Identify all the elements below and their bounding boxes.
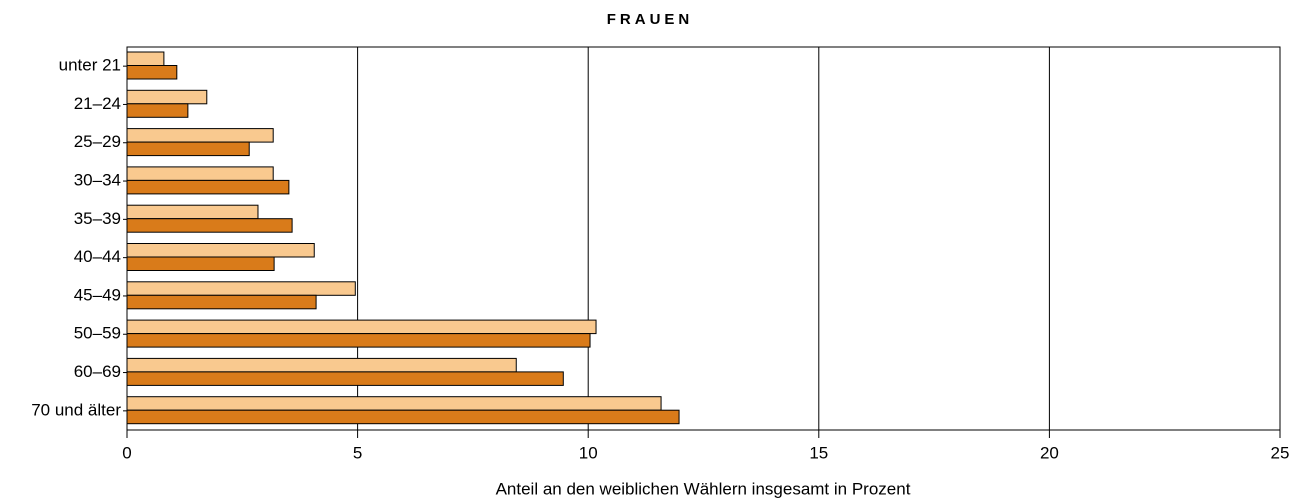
- x-tick-label: 15: [809, 443, 828, 462]
- x-tick-label: 25: [1271, 443, 1290, 462]
- bar: [126, 218, 293, 233]
- y-tick-label: unter 21: [59, 56, 121, 75]
- chart-title: FRAUEN: [607, 11, 694, 28]
- x-tick-label: 5: [353, 443, 362, 462]
- bar: [126, 243, 315, 258]
- y-tick-label: 45–49: [74, 285, 121, 304]
- bar: [126, 294, 317, 310]
- x-tick-label: 20: [1040, 443, 1059, 462]
- y-tick-label: 40–44: [74, 247, 121, 266]
- bar: [126, 396, 662, 411]
- plot-frame: [126, 46, 1281, 431]
- y-tick-label: 30–34: [74, 171, 121, 190]
- bar: [126, 103, 189, 118]
- bar: [126, 179, 290, 195]
- bar: [126, 51, 165, 66]
- bar: [126, 333, 591, 348]
- bar: [126, 319, 597, 335]
- bar: [126, 409, 680, 425]
- x-tick-label: 0: [122, 443, 131, 462]
- y-tick-label: 21–24: [74, 94, 121, 113]
- y-tick-label: 70 und älter: [31, 400, 121, 419]
- bar: [126, 357, 517, 373]
- y-tick-label: 50–59: [74, 324, 121, 343]
- bar: [126, 89, 208, 105]
- y-tick-label: 25–29: [74, 132, 121, 151]
- bar: [126, 166, 274, 181]
- bar: [126, 65, 178, 80]
- bar: [126, 141, 250, 157]
- y-tick-label: 60–69: [74, 362, 121, 381]
- bar: [126, 128, 274, 143]
- bar: [126, 281, 356, 296]
- x-tick-label: 10: [579, 443, 598, 462]
- bar: [126, 371, 564, 386]
- bar: [126, 256, 275, 271]
- bar: [126, 204, 259, 220]
- x-axis-label: Anteil an den weiblichen Wählern insgesa…: [496, 479, 911, 498]
- y-tick-label: 35–39: [74, 209, 121, 228]
